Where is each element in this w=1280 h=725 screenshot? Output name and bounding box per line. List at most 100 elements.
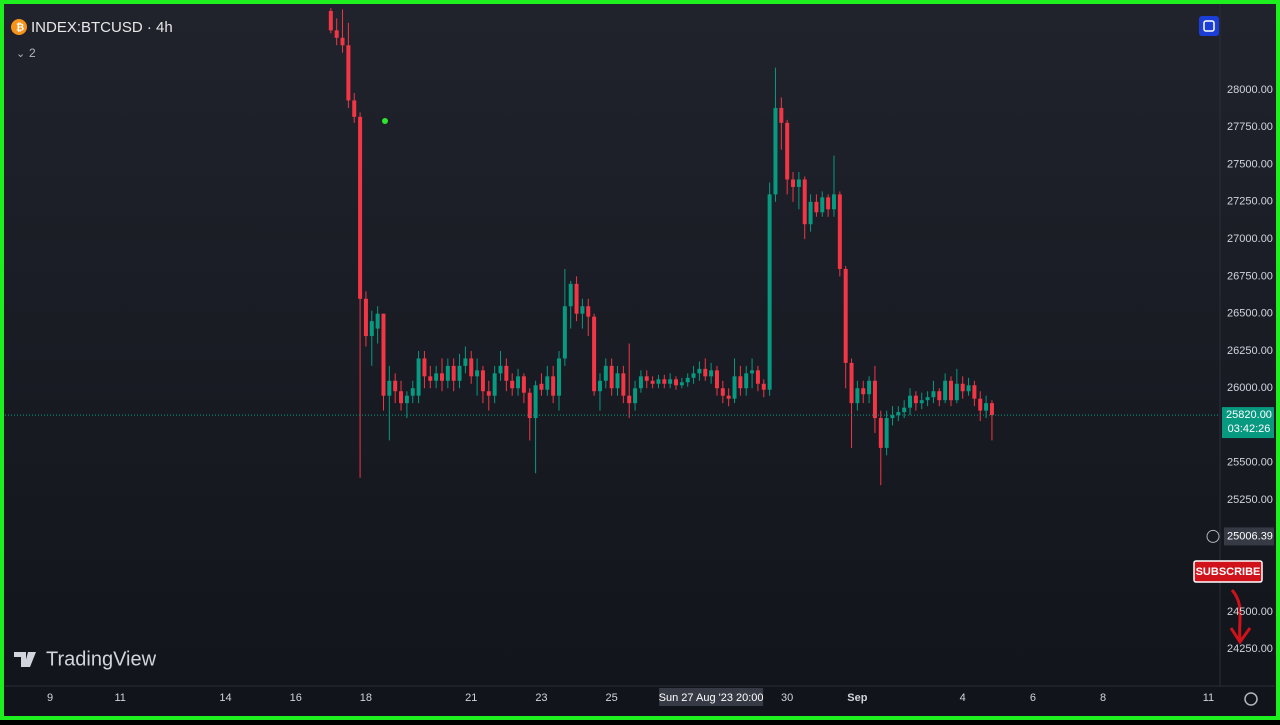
candle-body [439, 373, 444, 381]
candle-body [948, 380, 953, 401]
candle-body [662, 379, 667, 384]
candle-body [504, 365, 509, 381]
candle-body [451, 365, 456, 381]
candle-body [615, 373, 620, 389]
candle-body [346, 45, 351, 101]
candle-body [989, 403, 994, 416]
y-tick-label: 24250.00 [1227, 643, 1273, 655]
candle-body [457, 365, 462, 381]
candle-body [796, 179, 801, 187]
candle-body [428, 376, 433, 381]
y-tick-label: 26750.00 [1227, 270, 1273, 282]
candle-body [352, 100, 357, 117]
candle-body [738, 376, 743, 389]
candle-body [779, 107, 784, 123]
x-tick-label: 8 [1100, 692, 1106, 704]
candle-body [691, 373, 696, 378]
candle-body [381, 313, 386, 396]
x-tick-label: 25 [606, 692, 618, 704]
sync-icon [1203, 20, 1215, 32]
candle-body [972, 385, 977, 399]
candle-body [966, 385, 971, 392]
candle-body [978, 398, 983, 411]
candle-body [896, 412, 901, 416]
candle-body [638, 376, 643, 389]
candle-body [539, 383, 544, 390]
y-tick-label: 27500.00 [1227, 158, 1273, 170]
x-tick-label: 11 [114, 692, 125, 704]
candle-body [597, 380, 602, 392]
candle-body [358, 116, 363, 299]
candle-body [328, 10, 333, 31]
coin-icon [11, 19, 27, 35]
logo: TradingView [14, 648, 157, 670]
candle-body [416, 358, 421, 396]
candle-body [469, 358, 474, 377]
candle-body [445, 365, 450, 381]
sync-button[interactable] [1199, 16, 1219, 36]
candle-body [855, 388, 860, 404]
y-tick-label: 26000.00 [1227, 382, 1273, 394]
coin-glyph: ₿ [16, 22, 24, 34]
candle-body [633, 388, 638, 404]
candle-body [954, 383, 959, 401]
candle-body [685, 377, 690, 383]
candle-body [744, 373, 749, 389]
candle-body [656, 379, 661, 384]
candle-body [434, 373, 439, 381]
candles [328, 7, 994, 486]
x-tick-label: Sep [847, 692, 867, 704]
candle-body [726, 395, 731, 399]
candle-body [720, 388, 725, 396]
candle-body [867, 380, 872, 395]
candle-body [761, 383, 766, 390]
chart-background [4, 4, 1276, 716]
candle-body [475, 370, 480, 377]
crosshair-time-label: Sun 27 Aug '23 20:00 [659, 692, 764, 704]
x-tick-label: 4 [960, 692, 966, 704]
settings-button[interactable] [1244, 692, 1258, 706]
crosshair-price-label: 25006.39 [1227, 530, 1273, 542]
chart-title[interactable]: INDEX:BTCUSD · 4h [31, 19, 173, 36]
candle-body [714, 370, 719, 389]
candle-body [878, 418, 883, 448]
crosshair-price-box [1224, 527, 1274, 546]
candle-body [557, 358, 562, 396]
candle-body [902, 407, 907, 413]
candle-body [545, 376, 550, 390]
candle-body [410, 388, 415, 396]
candle-body [709, 370, 714, 377]
overlay: 25820.00 03:42:26 25006.39 Sun 27 Aug '23 2… [5, 407, 1274, 706]
x-tick-label: 21 [465, 692, 477, 704]
chevron[interactable]: ⌄ [16, 48, 25, 60]
indicator-count[interactable]: 2 [29, 46, 36, 60]
candle-body [521, 376, 526, 393]
marker [382, 118, 388, 124]
candle-body [925, 397, 930, 401]
candle-body [697, 368, 702, 374]
candle-body [732, 376, 737, 399]
candle-body [937, 391, 942, 401]
candle-body [516, 376, 521, 389]
y-tick-label: 25500.00 [1227, 457, 1273, 469]
subscribe-button[interactable] [1193, 560, 1263, 583]
candle-body [820, 197, 825, 213]
y-tick-label: 27000.00 [1227, 233, 1273, 245]
candle-body [480, 370, 485, 392]
candle-body [369, 321, 374, 337]
y-tick-label: 28000.00 [1227, 84, 1273, 96]
x-tick-label: 23 [535, 692, 547, 704]
candle-body [884, 418, 889, 448]
candle-body [960, 383, 965, 392]
y-tick-label: 27250.00 [1227, 196, 1273, 208]
candle-body [422, 358, 427, 377]
add-alert-button[interactable] [1206, 529, 1220, 543]
candle-body [562, 306, 567, 359]
candle-body [551, 376, 556, 396]
candle-body [943, 380, 948, 401]
x-tick-label: 9 [47, 692, 53, 704]
countdown: 03:42:26 [1228, 423, 1271, 435]
candle-body [849, 362, 854, 404]
